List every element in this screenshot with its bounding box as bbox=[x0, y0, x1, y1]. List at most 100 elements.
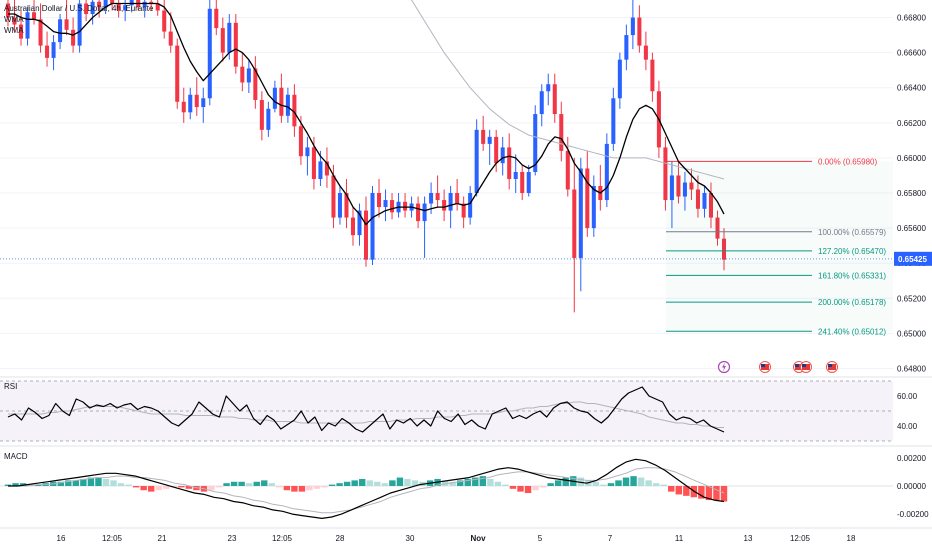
candle[interactable] bbox=[422, 196, 427, 258]
candle[interactable] bbox=[455, 178, 460, 211]
candle[interactable] bbox=[702, 186, 707, 218]
candle[interactable] bbox=[142, 0, 147, 18]
candle[interactable] bbox=[513, 154, 518, 194]
candle[interactable] bbox=[552, 73, 557, 123]
candle[interactable] bbox=[526, 164, 531, 197]
candle[interactable] bbox=[58, 14, 63, 50]
candle[interactable] bbox=[637, 5, 642, 53]
candle[interactable] bbox=[45, 31, 50, 67]
macd-label[interactable]: MACD bbox=[4, 452, 28, 461]
candle[interactable] bbox=[344, 178, 349, 229]
candle[interactable] bbox=[624, 24, 629, 71]
candle[interactable] bbox=[403, 193, 408, 218]
indicator-wma-1[interactable]: WMA bbox=[4, 15, 24, 24]
candle[interactable] bbox=[233, 14, 238, 74]
candle[interactable] bbox=[559, 101, 564, 162]
candle[interactable] bbox=[650, 52, 655, 102]
candle[interactable] bbox=[5, 0, 11, 27]
candle[interactable] bbox=[643, 31, 648, 71]
candle[interactable] bbox=[448, 186, 453, 229]
candle[interactable] bbox=[292, 84, 297, 137]
candle[interactable] bbox=[546, 73, 551, 106]
candle[interactable] bbox=[97, 0, 102, 18]
candle[interactable] bbox=[350, 207, 355, 246]
candle[interactable] bbox=[598, 164, 603, 211]
candle[interactable] bbox=[246, 59, 251, 93]
candle[interactable] bbox=[442, 189, 447, 222]
candle[interactable] bbox=[12, 0, 17, 32]
candle[interactable] bbox=[461, 196, 466, 229]
candle[interactable] bbox=[337, 186, 342, 225]
candle[interactable] bbox=[565, 136, 570, 197]
candle[interactable] bbox=[435, 175, 440, 208]
candle[interactable] bbox=[279, 73, 284, 123]
candle[interactable] bbox=[468, 186, 473, 225]
candle[interactable] bbox=[324, 147, 329, 188]
candle[interactable] bbox=[689, 168, 694, 201]
candle[interactable] bbox=[676, 161, 681, 204]
candle[interactable] bbox=[103, 0, 108, 15]
us-flag-icon[interactable] bbox=[800, 361, 812, 373]
candle[interactable] bbox=[715, 210, 720, 246]
candle[interactable] bbox=[259, 91, 264, 141]
candle[interactable] bbox=[604, 133, 609, 208]
candle[interactable] bbox=[591, 175, 596, 237]
candle[interactable] bbox=[487, 129, 492, 165]
candle[interactable] bbox=[500, 136, 505, 176]
candle[interactable] bbox=[611, 87, 616, 151]
candle[interactable] bbox=[383, 189, 388, 222]
candle[interactable] bbox=[363, 196, 369, 267]
candle[interactable] bbox=[214, 0, 219, 36]
candle[interactable] bbox=[663, 136, 668, 211]
candle[interactable] bbox=[669, 161, 674, 229]
candle[interactable] bbox=[90, 0, 95, 25]
candle[interactable] bbox=[149, 0, 154, 11]
candle[interactable] bbox=[390, 193, 395, 220]
candle[interactable] bbox=[38, 3, 43, 53]
candle[interactable] bbox=[19, 10, 24, 46]
candle[interactable] bbox=[585, 150, 590, 237]
candle[interactable] bbox=[507, 133, 512, 190]
candle[interactable] bbox=[129, 0, 134, 13]
candle[interactable] bbox=[266, 101, 271, 137]
candle[interactable] bbox=[416, 196, 421, 229]
candle[interactable] bbox=[188, 87, 193, 120]
candle[interactable] bbox=[201, 87, 206, 123]
candle[interactable] bbox=[207, 0, 212, 106]
candle[interactable] bbox=[25, 7, 30, 46]
candle[interactable] bbox=[240, 52, 245, 92]
candle[interactable] bbox=[708, 182, 713, 229]
candle[interactable] bbox=[721, 228, 727, 271]
candle[interactable] bbox=[175, 38, 180, 109]
lightning-icon[interactable] bbox=[717, 360, 731, 374]
candle[interactable] bbox=[253, 56, 258, 109]
candle[interactable] bbox=[194, 77, 199, 116]
candle[interactable] bbox=[481, 115, 486, 151]
candle[interactable] bbox=[396, 193, 401, 218]
candle[interactable] bbox=[578, 157, 583, 292]
candle[interactable] bbox=[155, 0, 160, 16]
candle[interactable] bbox=[377, 178, 382, 218]
candle[interactable] bbox=[357, 203, 362, 246]
candle[interactable] bbox=[494, 129, 499, 172]
candle[interactable] bbox=[220, 17, 225, 62]
candle[interactable] bbox=[51, 35, 56, 71]
candle[interactable] bbox=[520, 164, 525, 201]
candle[interactable] bbox=[572, 157, 577, 313]
candle[interactable] bbox=[370, 186, 375, 265]
candle[interactable] bbox=[64, 0, 69, 36]
candle[interactable] bbox=[77, 0, 82, 53]
us-flag-icon[interactable] bbox=[826, 361, 838, 373]
candle[interactable] bbox=[474, 119, 479, 197]
candle[interactable] bbox=[630, 0, 635, 50]
candle[interactable] bbox=[110, 0, 115, 11]
candle[interactable] bbox=[84, 0, 89, 22]
candle[interactable] bbox=[305, 136, 310, 176]
candle[interactable] bbox=[682, 171, 687, 211]
candle[interactable] bbox=[181, 87, 186, 123]
candle[interactable] bbox=[539, 84, 544, 127]
symbol-title[interactable]: Australian Dollar / U.S. Dollar, 4h, Eur… bbox=[4, 4, 154, 13]
candle[interactable] bbox=[116, 0, 121, 18]
